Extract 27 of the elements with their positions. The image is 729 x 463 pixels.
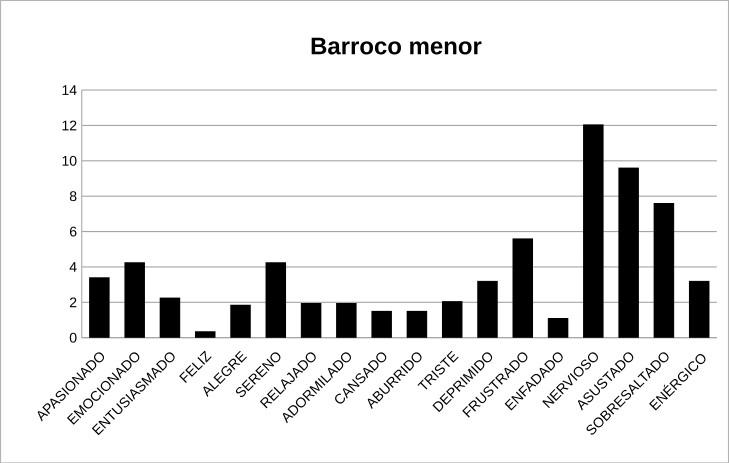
y-tick-label: 14 (62, 85, 77, 95)
bar (406, 310, 428, 338)
bar (300, 302, 322, 338)
y-tick-label: 4 (70, 262, 77, 272)
bar (371, 310, 392, 338)
y-tick-label: 2 (70, 297, 76, 308)
y-tick-label: 12 (62, 120, 76, 130)
bar (336, 302, 357, 338)
bar (477, 280, 498, 338)
y-tick-label: 0 (70, 332, 76, 342)
bar (266, 262, 286, 338)
chart-title: Barroco menor (312, 38, 482, 54)
bar (442, 300, 462, 338)
bar (583, 124, 604, 338)
y-tick-label: 6 (70, 226, 76, 236)
y-tick-label: 8 (70, 191, 76, 201)
bar (654, 202, 674, 338)
bar (124, 262, 145, 338)
bar (512, 238, 534, 338)
bar (548, 318, 568, 338)
bar (89, 277, 110, 338)
bar (618, 167, 639, 338)
y-tick-label: 10 (62, 156, 76, 166)
bar (688, 280, 710, 338)
bar (160, 297, 180, 338)
bar (230, 304, 251, 338)
bar (194, 331, 216, 338)
